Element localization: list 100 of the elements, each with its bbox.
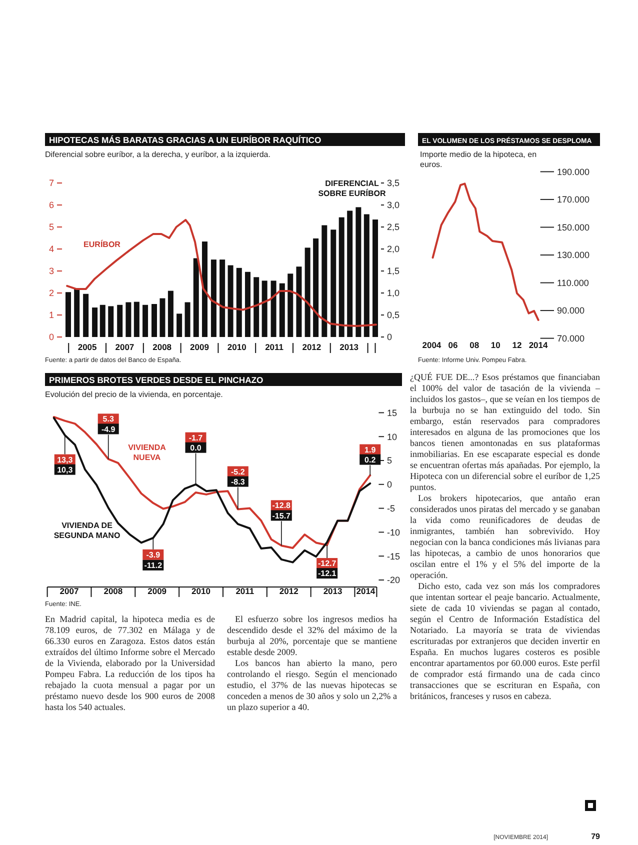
bar [117, 304, 123, 337]
bar [364, 214, 370, 337]
x-tick-label: 2010 [192, 586, 211, 596]
x-tick-label: 2012 [302, 342, 322, 352]
y2-tick-label: 3,5 [387, 178, 400, 188]
text: Dicho esto, cada vez son más los compradores que intentan sortear el peaje bancario. Actualmente, siete de cada 10 viviendas se pagan al contado, según el Centro de Información Estadística del Notariado. La mayoría se trata de viviendas escrituradas por extranjeros que deciden invertir en España. En muchos lugares costeros es posible encontrar apartamentos por 60.000 euros. Este perfil de comprador está firmando una de cada cinco transacciones que se escrituran en España, con británicos, franceses y rusos en cabeza. [410, 581, 600, 701]
y-tick-label: -20 [387, 575, 400, 586]
text: En Madrid capital, la hipoteca media es de 78.109 euros, de 77.302 en Málaga y de 66.330 euros en Zaragoza. Estos datos están extraídos del último Informe sobre el Mercado de la Vivienda, elaborado por la Universidad Pompeu Fabra. La reducción de los tipos ha rebajado la cuota mensual a pagar por un préstamo nuevo desde los 900 euros de 2008 hasta los 540 actuales. [45, 614, 215, 712]
series-label: EURÍBOR [84, 239, 121, 249]
bar [322, 225, 328, 337]
x-tick-label: 2004 [422, 340, 442, 350]
bar [176, 314, 182, 337]
bar [228, 265, 234, 337]
y-tick-label: 2 [49, 288, 54, 298]
bar [160, 298, 166, 337]
y-tick-label: 1 [49, 310, 54, 320]
line-series [66, 218, 378, 327]
x-tick-label: 2014 [356, 586, 376, 596]
text: Los bancos han abierto la mano, pero controlando el riesgo. Según el mencionado estudio, el 37% de las nuevas hipotecas se conceden a menos de 30 años y solo un 2,2% a un plazo superior a 40. [227, 658, 397, 713]
bar [296, 266, 302, 337]
bar [338, 217, 344, 337]
annotation: 5.3 [102, 414, 114, 424]
annotation: -8.3 [231, 477, 246, 486]
bar [347, 210, 353, 337]
y2-tick-label: 2,5 [387, 222, 400, 232]
annotation: 0.2 [364, 455, 376, 464]
bar [254, 277, 260, 337]
y-tick-label: 70.000 [557, 333, 585, 344]
x-tick-label: 2009 [148, 586, 167, 596]
x-tick-label: 2013 [340, 342, 359, 352]
annotation: 13,3 [57, 455, 74, 464]
bar [92, 308, 98, 337]
bar [134, 302, 140, 337]
chart-title: PRIMEROS BROTES VERDES DESDE EL PINCHAZO [49, 375, 264, 385]
y-tick-label: 4 [49, 244, 54, 254]
bar [151, 304, 157, 337]
x-tick-label: 10 [490, 340, 501, 350]
annotation: -4.9 [101, 424, 116, 434]
bar [83, 294, 89, 337]
bar [193, 258, 199, 337]
y-tick-label: 170.000 [557, 194, 590, 205]
y2-tick-label: 1,0 [387, 288, 400, 298]
bar [313, 238, 319, 337]
bar [108, 306, 114, 337]
chart-subtitle: Importe medio de la hipoteca, en euros. [420, 150, 538, 170]
y-tick-label: 150.000 [557, 222, 590, 232]
bar [356, 207, 362, 337]
bar [142, 304, 148, 337]
x-tick-label: 2009 [190, 342, 210, 352]
y-tick-label: 0 [49, 332, 54, 342]
x-tick-label: 2011 [236, 586, 254, 596]
y2-tick-label: 0,5 [387, 310, 400, 320]
y2-tick-label: 3,0 [387, 200, 400, 210]
chart-subtitle: Diferencial sobre euríbor, a la derecha, y euríbor, a la izquierda. [45, 150, 272, 160]
y-tick-label: -15 [387, 551, 400, 562]
x-tick-label: 06 [448, 340, 458, 350]
bar [270, 280, 276, 337]
x-tick-label: 2013 [323, 586, 342, 596]
annotation: 10,3 [57, 465, 74, 474]
bar [330, 230, 336, 337]
bar [279, 283, 285, 337]
x-tick-label: 2007 [115, 342, 134, 352]
x-tick-label: 2014 [528, 340, 548, 350]
annotation: -1.7 [188, 433, 204, 442]
chart-subtitle: Evolución del precio de la vivienda, en porcentaje. [45, 390, 224, 400]
y-tick-label: -10 [387, 527, 400, 538]
annotation: 1.9 [364, 445, 376, 454]
bar [126, 302, 132, 337]
chart-title: HIPOTECAS MÁS BARATAS GRACIAS A UN EURÍBOR RAQUÍTICO [49, 135, 322, 145]
bar [202, 242, 208, 337]
x-tick-label: 2008 [104, 586, 123, 596]
x-tick-label: 2007 [60, 586, 79, 596]
y-tick-label: 130.000 [557, 250, 590, 260]
bar [244, 272, 250, 337]
y-tick-label: 90.000 [557, 306, 585, 316]
x-tick-label: 2008 [152, 342, 172, 352]
y-tick-label: 0 [387, 480, 392, 490]
x-tick-label: 2010 [227, 342, 247, 352]
bar [210, 260, 216, 337]
bar [288, 274, 294, 337]
bar [304, 248, 310, 337]
y-tick-label: 6 [49, 200, 54, 210]
y2-tick-label: 1,5 [387, 266, 400, 276]
y-tick-label: 5 [387, 456, 392, 466]
bar [168, 290, 174, 337]
y-tick-label: 5 [49, 222, 54, 232]
y-tick-label: 3 [49, 266, 54, 276]
x-tick-label: 12 [512, 340, 522, 350]
bar [220, 260, 226, 337]
bar [236, 268, 242, 337]
x-tick-label: 2011 [265, 342, 284, 352]
y-tick-label: 190.000 [557, 166, 590, 177]
x-tick-label: 08 [470, 340, 480, 350]
x-tick-label: 2012 [279, 586, 299, 596]
annotation: 0.0 [190, 443, 202, 452]
y-tick-label: 10 [387, 432, 398, 442]
text: DIFERENCIAL SOBRE EURÍBOR [318, 179, 386, 198]
bar [100, 304, 106, 337]
bar [262, 280, 268, 337]
y-tick-label: 15 [387, 408, 398, 418]
